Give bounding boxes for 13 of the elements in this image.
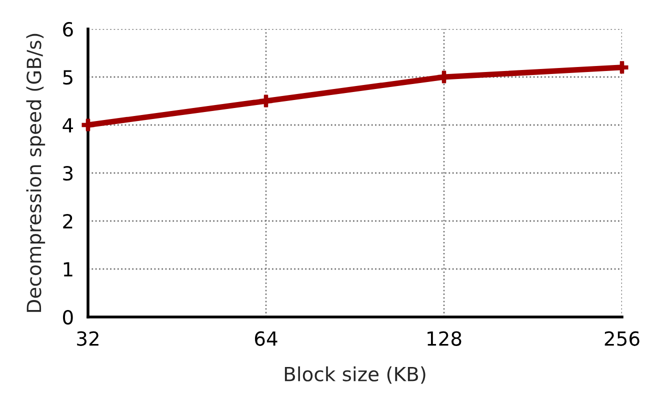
y-tick-label: 5 (63, 70, 72, 85)
x-tick-label: 128 (428, 331, 462, 346)
x-axis-title: Block size (KB) (284, 366, 426, 384)
x-tick-label: 256 (604, 331, 640, 346)
y-tick-label: 6 (63, 22, 73, 37)
y-axis-title: Decompression speed (GB/s) (26, 34, 46, 312)
x-tick-label: 64 (254, 331, 278, 346)
y-tick-label: 1 (64, 262, 72, 276)
y-tick-label: 2 (63, 214, 72, 228)
x-tick-label: 32 (77, 331, 98, 346)
y-tick-label: 0 (63, 310, 73, 325)
y-tick-label: 3 (63, 166, 73, 181)
y-tick-label: 4 (62, 118, 74, 132)
